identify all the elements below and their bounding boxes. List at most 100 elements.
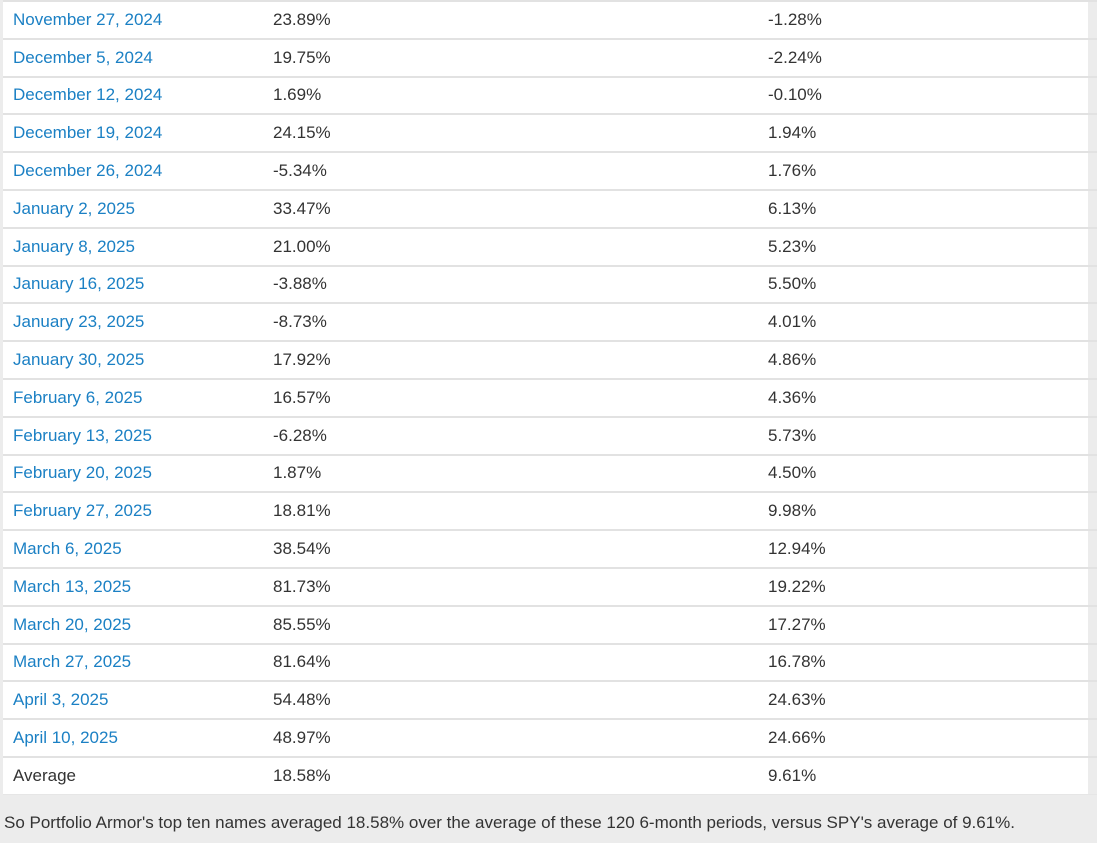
returns-table-body: November 27, 2024 23.89% -1.28% December 5,… — [3, 0, 1097, 796]
date-cell: March 6, 2025 — [3, 529, 263, 568]
date-link[interactable]: February 6, 2025 — [13, 387, 143, 407]
spy-return-cell: 9.98% — [758, 491, 1097, 531]
average-top-ten-return: 18.58% — [263, 755, 758, 796]
spy-return-cell: 24.63% — [758, 680, 1097, 720]
spy-return-cell: 12.94% — [758, 529, 1097, 568]
date-link[interactable]: April 10, 2025 — [13, 728, 118, 748]
date-cell: March 20, 2025 — [3, 604, 263, 644]
date-cell: February 20, 2025 — [3, 453, 263, 493]
date-link[interactable]: December 26, 2024 — [13, 161, 163, 181]
table-row: December 19, 2024 24.15% 1.94% — [3, 113, 1097, 153]
table-row: January 23, 2025 -8.73% 4.01% — [3, 302, 1097, 342]
average-spy-return: 9.61% — [758, 755, 1097, 796]
top-ten-return-cell: 17.92% — [263, 340, 758, 379]
top-ten-return-cell: 54.48% — [263, 680, 758, 720]
spy-return-cell: 19.22% — [758, 566, 1097, 606]
date-cell: March 27, 2025 — [3, 642, 263, 682]
date-link[interactable]: February 27, 2025 — [13, 501, 152, 521]
date-link[interactable]: December 12, 2024 — [13, 85, 163, 105]
date-link[interactable]: January 23, 2025 — [13, 312, 145, 332]
date-link[interactable]: January 16, 2025 — [13, 274, 145, 294]
spy-return-cell: 4.36% — [758, 377, 1097, 417]
date-link[interactable]: February 13, 2025 — [13, 425, 152, 445]
date-link[interactable]: March 20, 2025 — [13, 614, 132, 634]
table-row: February 13, 2025 -6.28% 5.73% — [3, 415, 1097, 455]
date-link[interactable]: February 20, 2025 — [13, 463, 152, 483]
date-link[interactable]: November 27, 2024 — [13, 9, 163, 29]
table-row: February 6, 2025 16.57% 4.36% — [3, 377, 1097, 417]
table-row: December 26, 2024 -5.34% 1.76% — [3, 151, 1097, 190]
top-ten-return-cell: 23.89% — [263, 0, 758, 39]
date-link[interactable]: March 6, 2025 — [13, 539, 122, 559]
table-row: February 20, 2025 1.87% 4.50% — [3, 453, 1097, 493]
date-cell: November 27, 2024 — [3, 0, 263, 39]
spy-return-cell: 17.27% — [758, 604, 1097, 644]
top-ten-return-cell: 21.00% — [263, 226, 758, 266]
returns-table-card: November 27, 2024 23.89% -1.28% December 5,… — [3, 0, 1097, 796]
date-link[interactable]: March 27, 2025 — [13, 652, 132, 672]
top-ten-return-cell: -8.73% — [263, 302, 758, 342]
spy-return-cell: 4.50% — [758, 453, 1097, 493]
table-row: April 3, 2025 54.48% 24.63% — [3, 680, 1097, 720]
date-cell: December 19, 2024 — [3, 113, 263, 153]
date-link[interactable]: April 3, 2025 — [13, 690, 109, 710]
date-link[interactable]: January 8, 2025 — [13, 236, 135, 256]
date-cell: February 6, 2025 — [3, 377, 263, 417]
date-cell: December 5, 2024 — [3, 37, 263, 77]
date-cell: January 8, 2025 — [3, 226, 263, 266]
top-ten-return-cell: 18.81% — [263, 491, 758, 531]
date-link[interactable]: January 30, 2025 — [13, 350, 145, 370]
top-ten-return-cell: 19.75% — [263, 37, 758, 77]
top-ten-return-cell: 81.73% — [263, 566, 758, 606]
top-ten-return-cell: 16.57% — [263, 377, 758, 417]
top-ten-return-cell: 33.47% — [263, 188, 758, 228]
date-cell: February 27, 2025 — [3, 491, 263, 531]
table-row: March 13, 2025 81.73% 19.22% — [3, 566, 1097, 606]
table-row: April 10, 2025 48.97% 24.66% — [3, 718, 1097, 757]
top-ten-return-cell: -3.88% — [263, 264, 758, 304]
spy-return-cell: -0.10% — [758, 75, 1097, 115]
top-ten-return-cell: 38.54% — [263, 529, 758, 568]
date-cell: April 3, 2025 — [3, 680, 263, 720]
date-cell: February 13, 2025 — [3, 415, 263, 455]
table-row: January 8, 2025 21.00% 5.23% — [3, 226, 1097, 266]
spy-return-cell: 1.94% — [758, 113, 1097, 153]
date-cell: March 13, 2025 — [3, 566, 263, 606]
top-ten-return-cell: 48.97% — [263, 718, 758, 757]
spy-return-cell: 5.23% — [758, 226, 1097, 266]
table-row: December 5, 2024 19.75% -2.24% — [3, 37, 1097, 77]
table-row: February 27, 2025 18.81% 9.98% — [3, 491, 1097, 531]
spy-return-cell: -2.24% — [758, 37, 1097, 77]
spy-return-cell: 4.01% — [758, 302, 1097, 342]
spy-return-cell: 6.13% — [758, 188, 1097, 228]
table-row: March 20, 2025 85.55% 17.27% — [3, 604, 1097, 644]
average-label: Average — [3, 755, 263, 796]
date-cell: January 16, 2025 — [3, 264, 263, 304]
average-row: Average 18.58% 9.61% — [3, 755, 1097, 796]
top-ten-return-cell: 81.64% — [263, 642, 758, 682]
top-ten-return-cell: 24.15% — [263, 113, 758, 153]
date-cell: December 12, 2024 — [3, 75, 263, 115]
table-row: January 30, 2025 17.92% 4.86% — [3, 340, 1097, 379]
returns-table: November 27, 2024 23.89% -1.28% December 5,… — [3, 0, 1097, 796]
table-row: December 12, 2024 1.69% -0.10% — [3, 75, 1097, 115]
spy-return-cell: 5.50% — [758, 264, 1097, 304]
spy-return-cell: 4.86% — [758, 340, 1097, 379]
table-row: March 6, 2025 38.54% 12.94% — [3, 529, 1097, 568]
top-ten-return-cell: -5.34% — [263, 151, 758, 190]
date-link[interactable]: December 19, 2024 — [13, 123, 163, 143]
spy-return-cell: 24.66% — [758, 718, 1097, 757]
spy-return-cell: 16.78% — [758, 642, 1097, 682]
date-cell: January 30, 2025 — [3, 340, 263, 379]
date-cell: April 10, 2025 — [3, 718, 263, 757]
date-link[interactable]: January 2, 2025 — [13, 198, 135, 218]
date-cell: December 26, 2024 — [3, 151, 263, 190]
spy-return-cell: 1.76% — [758, 151, 1097, 190]
date-link[interactable]: December 5, 2024 — [13, 47, 153, 67]
date-cell: January 2, 2025 — [3, 188, 263, 228]
top-ten-return-cell: 1.87% — [263, 453, 758, 493]
top-ten-return-cell: 85.55% — [263, 604, 758, 644]
date-link[interactable]: March 13, 2025 — [13, 576, 132, 596]
table-row: January 16, 2025 -3.88% 5.50% — [3, 264, 1097, 304]
